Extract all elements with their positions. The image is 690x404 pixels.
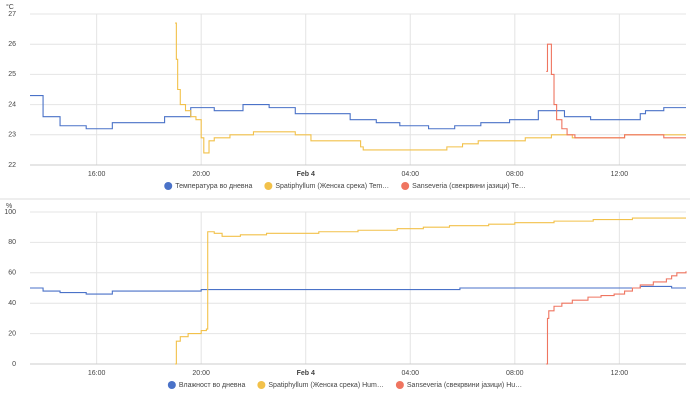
y-tick-label: 60	[8, 270, 16, 277]
legend-label: Spatiphyllum (Женска срека) Tem…	[275, 183, 389, 190]
series-line	[30, 285, 686, 295]
legend-marker	[395, 381, 404, 389]
series-line	[546, 43, 686, 139]
x-tick-label: 20:00	[192, 370, 210, 377]
y-tick-label: 23	[8, 132, 16, 139]
legend: Влажност во дневна Spatiphyllum (Женска с…	[167, 381, 522, 389]
series-line	[175, 217, 686, 365]
y-axis-label: °C	[6, 3, 14, 11]
legend-label: Sanseveria (свекрвини јазици) Te…	[412, 183, 526, 190]
x-tick-label: 12:00	[611, 171, 629, 178]
y-tick-label: 20	[8, 330, 16, 337]
x-tick-label: 20:00	[192, 171, 210, 178]
y-axis-label: %	[6, 203, 12, 210]
y-tick-label: 100	[4, 209, 16, 216]
series-line	[175, 22, 686, 154]
x-tick-label: 04:00	[402, 171, 420, 178]
y-tick-label: 80	[8, 239, 16, 246]
legend-marker	[401, 182, 410, 190]
x-tick-label: 08:00	[506, 171, 524, 178]
series-line	[546, 271, 687, 365]
y-tick-label: 24	[8, 101, 16, 108]
x-tick-label: 04:00	[402, 370, 420, 377]
legend: Температура во дневна Spatiphyllum (Женск…	[164, 182, 526, 190]
y-tick-label: 27	[8, 11, 16, 18]
y-tick-label: 25	[8, 71, 16, 78]
x-tick-label: 16:00	[88, 171, 106, 178]
legend-label: Sanseveria (свекрвини јазици) Hu…	[407, 382, 522, 389]
legend-marker	[167, 381, 176, 389]
y-tick-label: 0	[12, 361, 16, 368]
x-tick-label: Feb 4	[297, 370, 315, 377]
legend-marker	[264, 182, 273, 190]
legend-marker	[164, 182, 173, 190]
y-tick-label: 22	[8, 162, 16, 169]
y-tick-label: 40	[8, 300, 16, 307]
x-tick-label: 12:00	[611, 370, 629, 377]
legend-label: Влажност во дневна	[179, 382, 246, 389]
legend-label: Температура во дневна	[175, 183, 252, 190]
x-tick-label: 08:00	[506, 370, 524, 377]
series-line	[30, 94, 686, 130]
y-tick-label: 26	[8, 41, 16, 48]
x-tick-label: Feb 4	[297, 171, 315, 178]
legend-marker	[257, 381, 266, 389]
x-tick-label: 16:00	[88, 370, 106, 377]
legend-label: Spatiphyllum (Женска срека) Hum…	[268, 382, 384, 389]
